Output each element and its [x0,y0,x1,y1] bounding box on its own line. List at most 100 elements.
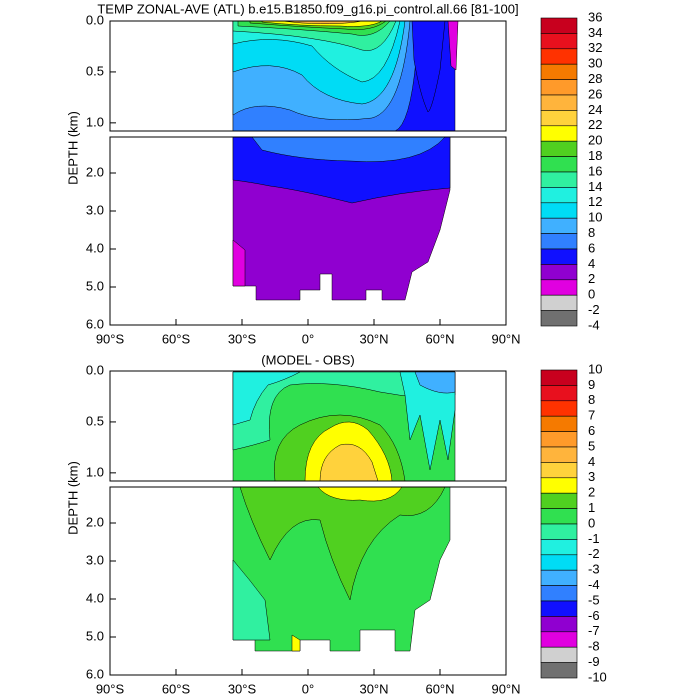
colorbar-label: 36 [588,9,602,24]
colorbar-swatch [540,662,578,679]
colorbar-label: 18 [588,148,602,163]
colorbar-label: 14 [588,179,602,194]
colorbar-label: 16 [588,163,602,178]
colorbar-label: -3 [588,562,600,577]
colorbar-swatch [540,523,578,540]
colorbar-swatch [540,156,578,173]
x-tick-label: 0° [302,331,314,346]
colorbar-label: 4 [588,454,595,469]
colorbar-swatch [540,248,578,265]
colorbar-label: 26 [588,86,602,101]
colorbar-swatch [540,63,578,80]
colorbar-label: 28 [588,71,602,86]
y-tick-label: 0.5 [86,63,104,78]
colorbar-label: -9 [588,654,600,669]
colorbar-label: -8 [588,639,600,654]
colorbar-label: 0 [588,515,595,530]
colorbar-label: -10 [588,669,607,684]
colorbar-swatch [540,48,578,65]
colorbar-label: -6 [588,608,600,623]
colorbar-label: 10 [588,361,602,376]
panel-title: (MODEL - OBS) [261,352,354,367]
colorbar-label: -5 [588,592,600,607]
colorbar-label: 12 [588,194,602,209]
y-tick-label: 6.0 [86,666,104,681]
colorbar-swatch [540,202,578,219]
x-tick-label: 30°N [359,331,388,346]
y-tick-label: 3.0 [86,202,104,217]
colorbar-label: -7 [588,623,600,638]
colorbar-swatch [540,616,578,633]
colorbar-label: 30 [588,56,602,71]
colorbar-label: 0 [588,287,595,302]
colorbar-swatch [540,233,578,250]
colorbar-swatch [540,264,578,281]
colorbar-label: -4 [588,577,600,592]
colorbar-swatch [540,508,578,525]
colorbar-label: 20 [588,133,602,148]
x-tick-label: 30°S [228,331,257,346]
colorbar-swatch [540,217,578,234]
y-tick-label: 0.0 [86,12,104,27]
colorbar-swatch [540,646,578,663]
colorbar-swatch [540,539,578,556]
colorbar-swatch [540,415,578,432]
y-tick-label: 4.0 [86,590,104,605]
colorbar-swatch [540,187,578,204]
colorbar-label: 4 [588,256,595,271]
colorbar-swatch [540,33,578,50]
colorbar-swatch [540,569,578,586]
colorbar-swatch [540,477,578,494]
x-tick-label: 30°S [228,681,257,696]
upper-frame [109,370,507,482]
panel-title: TEMP ZONAL-AVE (ATL) b.e15.B1850.f09_g16… [97,1,518,16]
x-tick-label: 0° [302,681,314,696]
colorbar-swatch [540,385,578,402]
y-tick-label: 0.0 [86,362,104,377]
y-tick-label: 4.0 [86,240,104,255]
colorbar-swatch [540,585,578,602]
colorbar-swatch [540,79,578,96]
colorbar-swatch [540,446,578,463]
colorbar-swatch [540,431,578,448]
colorbar-swatch [540,279,578,296]
colorbar-label: 10 [588,210,602,225]
x-tick-label: 90°S [96,331,125,346]
x-tick-label: 60°S [162,681,191,696]
colorbar-label: -1 [588,531,600,546]
colorbar-label: 6 [588,240,595,255]
colorbar-swatch [540,310,578,327]
upper-frame [109,20,507,132]
y-tick-label: 3.0 [86,552,104,567]
x-tick-label: 30°N [359,681,388,696]
colorbar-label: 32 [588,40,602,55]
difference-field [232,371,456,652]
x-tick-label: 90°N [491,681,520,696]
colorbar-swatch [540,140,578,157]
colorbar-label: 6 [588,423,595,438]
x-tick-label: 60°N [425,331,454,346]
y-tick-label: 2.0 [86,514,104,529]
x-tick-label: 90°S [96,681,125,696]
colorbar-swatch [540,554,578,571]
y-tick-label: 1.0 [86,464,104,479]
colorbar-swatch [540,462,578,479]
y-tick-label: 6.0 [86,316,104,331]
colorbar-swatch [540,17,578,34]
colorbar-swatch [540,631,578,648]
colorbar-swatch [540,125,578,142]
colorbar-label: 2 [588,271,595,286]
y-axis-label: DEPTH (km) [65,461,80,535]
colorbar-label: -2 [588,546,600,561]
colorbar-swatch [540,492,578,509]
colorbar-label: 3 [588,469,595,484]
x-tick-label: 60°S [162,331,191,346]
colorbar-label: 8 [588,225,595,240]
colorbar-swatch [540,400,578,417]
colorbar-label: 24 [588,102,602,117]
colorbar-label: 22 [588,117,602,132]
x-tick-label: 60°N [425,681,454,696]
colorbar-swatch [540,600,578,617]
colorbar-label: 5 [588,438,595,453]
